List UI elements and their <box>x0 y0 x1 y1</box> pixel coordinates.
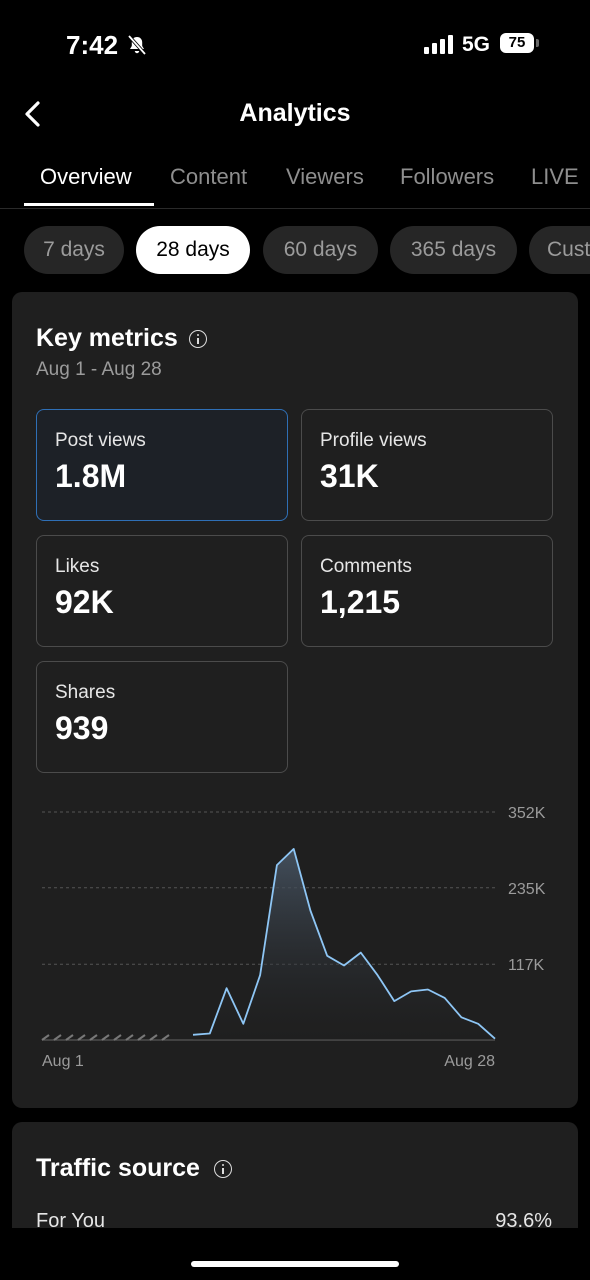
no-data-hatch <box>125 1034 134 1041</box>
x-tick-label: Aug 1 <box>42 1053 84 1070</box>
tab-content[interactable]: Content <box>170 164 248 189</box>
battery-icon: 75 <box>500 33 539 53</box>
period-365-days[interactable]: 365 days <box>390 226 517 274</box>
traffic-source-value: 93.6% <box>495 1210 552 1232</box>
y-tick-label: 117K <box>508 957 545 974</box>
series-line <box>192 848 496 1040</box>
status-time: 7:42 <box>66 30 119 60</box>
info-icon[interactable] <box>189 330 207 348</box>
page-title: Analytics <box>239 99 351 127</box>
no-data-hatch <box>137 1034 146 1041</box>
metric-post-views[interactable]: Post views 1.8M <box>36 409 288 521</box>
no-data-hatch <box>65 1034 74 1041</box>
no-data-hatch <box>149 1034 158 1041</box>
no-data-hatch <box>41 1034 50 1041</box>
metric-value: 1.8M <box>55 458 127 494</box>
period-selector: 7 days 28 days 60 days 365 days Custom <box>0 226 590 274</box>
no-data-hatch <box>161 1034 170 1041</box>
metric-value: 1,215 <box>320 584 401 620</box>
y-tick-label: 352K <box>508 805 546 822</box>
x-tick-label: Aug 28 <box>444 1053 495 1070</box>
home-indicator <box>191 1261 399 1267</box>
info-icon[interactable] <box>214 1160 232 1178</box>
tab-bar: Overview Content Viewers Followers LIVE <box>0 160 590 209</box>
date-range: Aug 1 - Aug 28 <box>36 359 162 380</box>
traffic-source-label: For You <box>36 1210 105 1232</box>
metric-label: Profile views <box>320 430 427 451</box>
no-data-hatch <box>101 1034 110 1041</box>
series-area <box>193 848 495 1040</box>
no-data-hatch <box>53 1034 62 1041</box>
y-tick-label: 235K <box>508 881 546 898</box>
period-custom[interactable]: Custom <box>529 226 590 274</box>
key-metrics-title: Key metrics <box>36 324 178 352</box>
signal-icon <box>424 35 453 54</box>
tab-viewers[interactable]: Viewers <box>286 164 364 189</box>
metric-profile-views[interactable]: Profile views 31K <box>301 409 553 521</box>
traffic-source-card: Traffic source For You 93.6% <box>12 1122 578 1242</box>
metric-likes[interactable]: Likes 92K <box>36 535 288 647</box>
metric-shares[interactable]: Shares 939 <box>36 661 288 773</box>
period-7-days[interactable]: 7 days <box>24 226 124 274</box>
status-bar: 7:42 5G 75 <box>0 0 590 90</box>
period-60-days[interactable]: 60 days <box>263 226 378 274</box>
tab-overview[interactable]: Overview <box>40 164 132 189</box>
bottom-safe-area <box>0 1228 590 1280</box>
tab-followers[interactable]: Followers <box>400 164 495 189</box>
no-data-hatch <box>77 1034 86 1041</box>
post-views-chart: 117K 235K 352K Aug 1 Aug 28 <box>41 805 546 1070</box>
back-arrow-icon[interactable] <box>22 100 46 128</box>
metric-comments[interactable]: Comments 1,215 <box>301 535 553 647</box>
network-type: 5G <box>462 33 491 56</box>
bell-muted-icon <box>127 34 147 56</box>
metric-value: 92K <box>55 584 114 620</box>
no-data-hatch <box>89 1034 98 1041</box>
metric-value: 31K <box>320 458 379 494</box>
metric-label: Likes <box>55 556 100 577</box>
traffic-source-title: Traffic source <box>36 1154 200 1182</box>
period-28-days[interactable]: 28 days <box>136 226 250 274</box>
metric-label: Shares <box>55 682 116 703</box>
active-tab-indicator <box>24 203 154 206</box>
metric-label: Post views <box>55 430 146 451</box>
tab-live[interactable]: LIVE <box>531 164 579 189</box>
metric-label: Comments <box>320 556 412 577</box>
metric-value: 939 <box>55 710 109 746</box>
no-data-hatch <box>113 1034 122 1041</box>
key-metrics-card: Key metrics Aug 1 - Aug 28 Post views 1.… <box>12 292 578 1108</box>
